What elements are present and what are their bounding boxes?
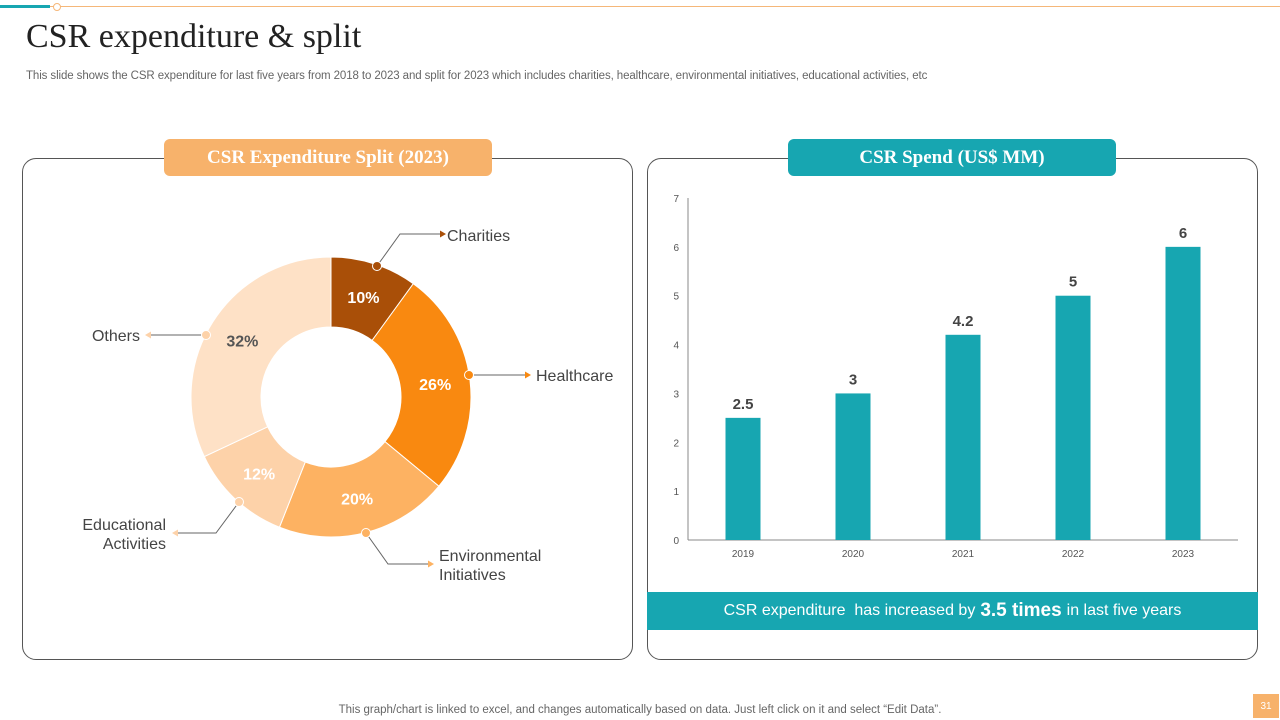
slice-percent-environmental-initiatives: 20% bbox=[341, 492, 373, 509]
top-rule bbox=[0, 6, 1280, 7]
slice-label-educational-activities-line1: Educational bbox=[82, 517, 166, 534]
slice-environmental-initiatives[interactable] bbox=[278, 440, 440, 538]
bar-2021[interactable] bbox=[945, 334, 981, 540]
top-rule-dot bbox=[53, 3, 61, 11]
slice-others[interactable] bbox=[190, 256, 332, 458]
y-tick-label-7: 7 bbox=[673, 194, 679, 205]
slice-label-others: Others bbox=[92, 328, 140, 345]
bar-value-label-2021: 4.2 bbox=[953, 313, 974, 330]
donut-chart[interactable]: 10% Charities 26% Healthcare 20% Environmenta… bbox=[0, 160, 640, 660]
x-tick-label-2020: 2020 bbox=[842, 549, 865, 560]
page-subtitle: This slide shows the CSR expenditure for… bbox=[26, 70, 928, 82]
leader-arrow-educational-activities bbox=[172, 529, 178, 537]
footer-note: This graph/chart is linked to excel, and… bbox=[338, 704, 942, 716]
leader-line-educational-activities bbox=[178, 501, 240, 534]
bar-2023[interactable] bbox=[1165, 246, 1201, 540]
slice-label-environmental-initiatives-line1: Environmental bbox=[439, 548, 541, 565]
leader-arrow-healthcare bbox=[525, 371, 531, 379]
leader-arrow-others bbox=[145, 331, 151, 339]
x-tick-label-2022: 2022 bbox=[1062, 549, 1085, 560]
y-tick-label-6: 6 bbox=[673, 243, 679, 254]
slice-percent-charities: 10% bbox=[347, 290, 379, 307]
summary-banner: CSR expenditure has increased by 3.5 time… bbox=[647, 592, 1258, 630]
slice-percent-others: 32% bbox=[226, 334, 258, 351]
bar-2022[interactable] bbox=[1055, 295, 1091, 540]
leader-dot-educational-activities bbox=[234, 497, 244, 507]
bar-value-label-2020: 3 bbox=[849, 371, 857, 388]
slice-healthcare[interactable] bbox=[371, 283, 472, 487]
slice-label-educational-activities-line2: Activities bbox=[103, 536, 166, 553]
x-tick-label-2021: 2021 bbox=[952, 549, 975, 560]
banner-suffix: in last five years bbox=[1066, 602, 1182, 619]
y-tick-label-0: 0 bbox=[673, 536, 679, 547]
leader-dot-others bbox=[201, 330, 211, 340]
banner-highlight: 3.5 times bbox=[980, 600, 1062, 621]
bar-2020[interactable] bbox=[835, 393, 871, 540]
y-tick-label-3: 3 bbox=[673, 389, 679, 400]
page-title: CSR expenditure & split bbox=[26, 18, 362, 55]
page-number: 31 bbox=[1253, 694, 1279, 718]
y-tick-label-5: 5 bbox=[673, 292, 679, 303]
bar-value-label-2019: 2.5 bbox=[733, 396, 754, 413]
slice-percent-healthcare: 26% bbox=[419, 377, 451, 394]
banner-prefix: CSR expenditure has increased by bbox=[723, 602, 976, 619]
leader-dot-charities bbox=[372, 261, 382, 271]
slice-label-healthcare: Healthcare bbox=[536, 368, 613, 385]
x-tick-label-2023: 2023 bbox=[1172, 549, 1195, 560]
leader-dot-healthcare bbox=[464, 370, 474, 380]
leader-arrow-environmental-initiatives bbox=[428, 560, 434, 568]
y-tick-label-4: 4 bbox=[673, 341, 679, 352]
leader-dot-environmental-initiatives bbox=[361, 528, 371, 538]
leader-line-environmental-initiatives bbox=[365, 532, 428, 565]
bar-chart[interactable]: 0 1 2 3 4 5 6 7 2.5 2019 3 2020 4.2 2021 5 2022 6 2023 bbox=[650, 180, 1250, 600]
bar-2019[interactable] bbox=[725, 417, 761, 540]
slice-label-charities: Charities bbox=[447, 228, 510, 245]
y-tick-label-2: 2 bbox=[673, 438, 679, 449]
leader-arrow-charities bbox=[440, 230, 446, 238]
leader-line-charities bbox=[376, 233, 440, 267]
split-panel-title: CSR Expenditure Split (2023) bbox=[164, 139, 492, 176]
slice-label-environmental-initiatives-line2: Initiatives bbox=[439, 567, 506, 584]
x-tick-label-2019: 2019 bbox=[732, 549, 755, 560]
top-accent-bar bbox=[0, 5, 50, 8]
y-tick-label-1: 1 bbox=[673, 487, 679, 498]
bar-value-label-2022: 5 bbox=[1069, 274, 1077, 291]
spend-panel-title: CSR Spend (US$ MM) bbox=[788, 139, 1116, 176]
bar-value-label-2023: 6 bbox=[1179, 225, 1187, 242]
slice-percent-educational-activities: 12% bbox=[243, 467, 275, 484]
